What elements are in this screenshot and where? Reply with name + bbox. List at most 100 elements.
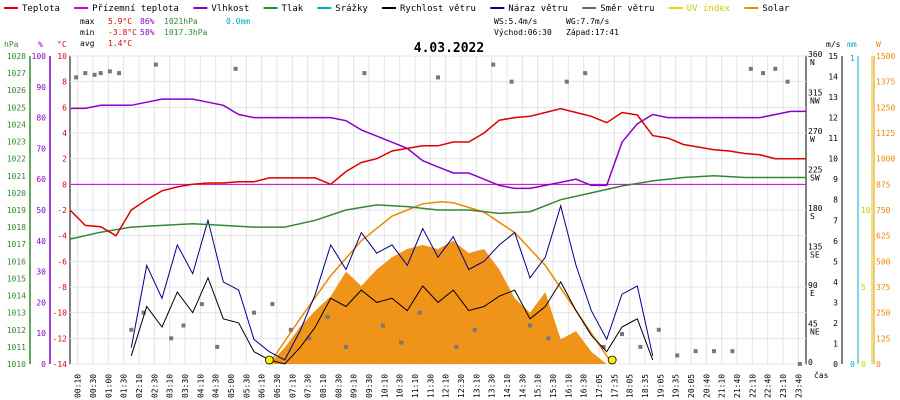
x-axis-tick: 11:10	[411, 374, 420, 398]
wind-dir-point	[730, 349, 735, 354]
x-axis-tick: 21:40	[733, 374, 742, 398]
wind-dir-point	[675, 353, 680, 358]
stats-max-label: max	[80, 17, 95, 26]
wind-dir-point	[92, 72, 97, 77]
x-axis-tick: 04:10	[196, 374, 205, 398]
legend-label-3: Tlak	[282, 4, 304, 14]
wind-dir-point	[785, 79, 790, 84]
axis-units: hPa% °C m/s mm W	[4, 40, 881, 49]
plot-area	[69, 62, 806, 366]
legend-label-6: Náraz větru	[508, 4, 568, 14]
wind-dir-point	[107, 69, 112, 74]
wind-dir-point	[564, 79, 569, 84]
temperature-axis-tick: 0	[62, 180, 67, 189]
x-axis-tick: 05:00	[227, 374, 236, 398]
pressure-axis-tick: 1025	[7, 103, 26, 112]
direction-axis-name: NW	[810, 97, 820, 106]
humidity-axis-tick: 50	[36, 206, 46, 215]
x-axis-tick: 00:10	[74, 374, 83, 398]
pressure-axis-tick: 1020	[7, 189, 26, 198]
x-axis-tick: 08:30	[334, 374, 343, 398]
x-axis-tick: 23:40	[794, 374, 803, 398]
wind-dir-point	[436, 75, 440, 80]
solar-axis-tick: 875	[876, 180, 891, 189]
pressure-line	[69, 175, 806, 240]
direction-axis-tick: 45	[808, 320, 818, 329]
solar-axis-tick: 750	[876, 206, 891, 215]
x-axis-tick: 14:10	[503, 374, 512, 398]
right-unit-0: m/s	[826, 40, 841, 49]
wind-axis-tick: 9	[833, 175, 838, 184]
wind-dir-point	[380, 323, 385, 328]
stats-max-rain: 0.0mm	[226, 17, 250, 26]
stats-max-press: 1021hPa	[164, 17, 198, 26]
temperature-axis-tick: -8	[57, 283, 67, 292]
temperature-line	[69, 107, 806, 237]
wind-dir-point	[773, 66, 778, 71]
stats-min-temp: -3.8°C	[108, 28, 137, 37]
direction-axis-tick: 360	[808, 50, 823, 59]
direction-axis-tick: 225	[808, 166, 823, 175]
wind-axis-tick: 11	[828, 134, 838, 143]
solar-axis-tick: 375	[876, 283, 891, 292]
pressure-axis-tick: 1010	[7, 360, 26, 369]
pressure-axis-tick: 1017	[7, 240, 26, 249]
stats-min-press: 1017.3hPa	[164, 28, 208, 37]
stats-avg-temp: 1.4°C	[108, 39, 132, 48]
pressure-axis-tick: 1018	[7, 223, 26, 232]
wind-axis-tick: 13	[828, 93, 838, 102]
temperature-axis-tick: -2	[57, 206, 67, 215]
x-axis-tick: 10:30	[396, 374, 405, 398]
direction-axis-tick: 180	[808, 204, 823, 213]
wind-axis-tick: 15	[828, 52, 838, 61]
pressure-axis-tick: 1015	[7, 274, 26, 283]
wind-dir-point	[797, 362, 802, 366]
solar-axis-tick: 625	[876, 232, 891, 241]
temperature-axis-tick: 10	[57, 52, 67, 61]
wind-dir-point	[528, 323, 532, 328]
uv-axis-tick: 10	[861, 206, 871, 215]
x-axis-tick: 02:10	[135, 374, 144, 398]
direction-axis-name: W	[810, 135, 815, 144]
legend-label-2: Vlhkost	[211, 4, 249, 14]
solar-axis-tick: 1375	[876, 78, 895, 87]
x-axis-tick: 07:30	[304, 374, 313, 398]
wind-axis-tick: 4	[833, 278, 838, 287]
x-axis-tick: 17:05	[595, 374, 604, 398]
wind-dir-point	[181, 323, 186, 328]
wind-dir-point	[233, 66, 238, 71]
x-axis-tick: 21:10	[718, 374, 727, 398]
legend-label-1: Přízemní teplota	[92, 4, 179, 14]
pressure-axis-tick: 1026	[7, 86, 26, 95]
wind-axis-tick: 7	[833, 216, 838, 225]
wind-dir-point	[141, 310, 146, 315]
x-axis-label: čas	[814, 370, 829, 380]
stats-ws: WS:5.4m/s	[494, 17, 538, 26]
stats-min-label: min	[80, 28, 95, 37]
legend-label-8: UV index	[687, 4, 731, 14]
x-axis-tick: 10:10	[380, 374, 389, 398]
direction-axis-tick: 270	[808, 127, 823, 136]
wind-dir-point	[307, 336, 312, 341]
pressure-axis-tick: 1011	[7, 343, 26, 352]
temperature-axis-tick: -4	[57, 232, 67, 241]
stats-sunrise: Východ:06:30	[494, 28, 552, 37]
direction-axis-name: E	[810, 289, 815, 298]
temperature-axis-tick: 4	[62, 129, 67, 138]
wind-dir-point	[215, 344, 220, 349]
x-axis-tick: 05:30	[242, 374, 251, 398]
wind-dir-point	[199, 302, 204, 307]
x-axis-tick: 18:35	[641, 374, 650, 398]
uv-axis-tick: 5	[861, 283, 866, 292]
axes: 1028102710261025102410231022102110201019…	[7, 50, 896, 398]
wind-dir-point	[620, 332, 624, 337]
x-axis-tick: 16:10	[564, 374, 573, 398]
wind-axis-tick: 14	[828, 73, 838, 82]
humidity-axis-tick: 0	[41, 360, 46, 369]
temperature-axis-tick: -10	[53, 309, 68, 318]
wind-dir-point	[583, 71, 588, 76]
wind-dir-point	[129, 327, 134, 332]
solar-axis-tick: 1125	[876, 129, 895, 138]
temperature-axis-tick: -12	[53, 334, 68, 343]
x-axis-tick: 11:30	[426, 374, 435, 398]
